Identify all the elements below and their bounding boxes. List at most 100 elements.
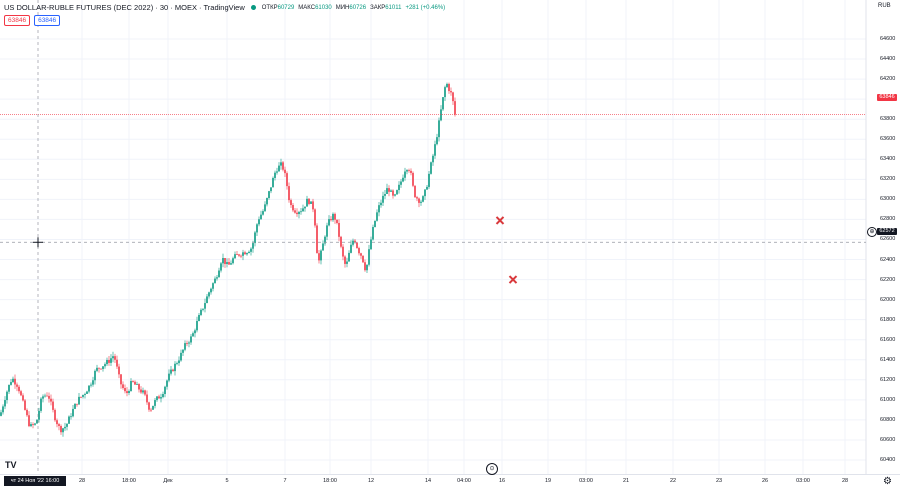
candle-body (422, 196, 424, 202)
candle-body (310, 201, 312, 204)
gear-icon[interactable]: ⚙ (883, 476, 892, 487)
candle-body (442, 97, 444, 110)
candle-body (284, 169, 286, 174)
candle-body (266, 198, 268, 205)
candle-body (336, 219, 338, 223)
candle-body (186, 343, 188, 344)
candle-body (306, 198, 308, 207)
candle-body (220, 263, 222, 271)
candle-body (248, 251, 250, 253)
time-tick-label: 18:00 (323, 478, 337, 484)
candle-body (98, 367, 100, 369)
price-tick-label: 62000 (880, 296, 896, 303)
candle-body (238, 254, 240, 256)
crosshair-price-label: 62572 (877, 228, 897, 235)
candle-body (24, 400, 26, 410)
candle-body (394, 194, 396, 196)
trade-buttons: 63846 63846 (4, 15, 61, 26)
price-tick-label: 60800 (880, 416, 896, 423)
time-axis[interactable] (0, 474, 900, 489)
candle-body (58, 424, 60, 426)
candle-body (300, 211, 302, 213)
candle-body (86, 391, 88, 394)
x-marker-icon[interactable] (495, 216, 505, 225)
buy-price-button[interactable]: 63846 (34, 15, 61, 26)
candle-body (384, 193, 386, 196)
candle-body (120, 374, 122, 385)
candle-body (156, 396, 158, 401)
candle-body (294, 210, 296, 213)
candle-body (132, 381, 134, 382)
price-tick-label: 63200 (880, 176, 896, 183)
time-tick-label: 26 (761, 478, 769, 484)
candle-body (174, 363, 176, 372)
candle-body (42, 396, 44, 399)
candle-body (62, 428, 64, 433)
candle-body (340, 236, 342, 247)
candle-body (108, 359, 110, 363)
candle-body (92, 380, 94, 385)
symbol-title[interactable]: US DOLLAR-RUBLE FUTURES (DEC 2022) · 30 … (4, 3, 245, 12)
candle-body (12, 378, 14, 383)
candle-body (452, 92, 454, 102)
candle-body (296, 212, 298, 215)
candle-body (134, 381, 136, 385)
candle-body (38, 410, 40, 420)
candle-body (272, 177, 274, 188)
candle-body (450, 91, 452, 93)
symbol-legend: US DOLLAR-RUBLE FUTURES (DEC 2022) · 30 … (4, 3, 445, 12)
candle-body (72, 408, 74, 417)
candle-body (378, 205, 380, 213)
candle-body (314, 209, 316, 226)
candle-body (412, 172, 414, 186)
price-tick-label: 62400 (880, 256, 896, 263)
candle-body (432, 155, 434, 163)
candle-body (190, 336, 192, 343)
price-tick-label: 63800 (880, 116, 896, 123)
candle-body (6, 391, 8, 401)
candle-body (264, 204, 266, 212)
last-price-label: 63846 (877, 94, 897, 101)
candle-body (130, 381, 132, 392)
candle-body (146, 394, 148, 403)
candle-body (18, 386, 20, 392)
candle-body (260, 214, 262, 220)
candle-body (68, 416, 70, 424)
go-to-realtime-icon[interactable]: ⊙ (486, 463, 498, 475)
candle-body (322, 243, 324, 251)
candle-body (200, 309, 202, 315)
candle-body (374, 220, 376, 227)
candle-body (270, 187, 272, 192)
time-tick-label: 28 (841, 478, 849, 484)
candle-body (424, 189, 426, 197)
candle-body (376, 212, 378, 221)
candle-body (152, 405, 154, 410)
candle-body (140, 389, 142, 393)
candle-body (158, 396, 160, 399)
candle-body (52, 401, 54, 410)
candle-body (320, 250, 322, 261)
candle-body (414, 185, 416, 198)
time-tick-label: Дек (163, 478, 173, 484)
time-tick-label: 7 (283, 478, 287, 484)
candle-body (222, 257, 224, 264)
candle-body (286, 173, 288, 187)
add-alert-icon[interactable]: ⊕ (867, 227, 877, 237)
candle-body (338, 222, 340, 237)
candle-body (288, 186, 290, 201)
candle-body (308, 198, 310, 204)
x-marker-icon[interactable] (508, 275, 518, 284)
candle-body (122, 384, 124, 388)
candle-body (100, 368, 102, 370)
currency-label[interactable]: RUB (878, 3, 891, 9)
candle-body (154, 400, 156, 406)
candle-body (96, 367, 98, 371)
candle-body (212, 283, 214, 289)
tradingview-logo-icon[interactable]: TV (5, 460, 17, 470)
candle-body (346, 261, 348, 264)
candle-body (402, 177, 404, 182)
candle-body (276, 171, 278, 173)
sell-price-button[interactable]: 63846 (4, 15, 31, 26)
